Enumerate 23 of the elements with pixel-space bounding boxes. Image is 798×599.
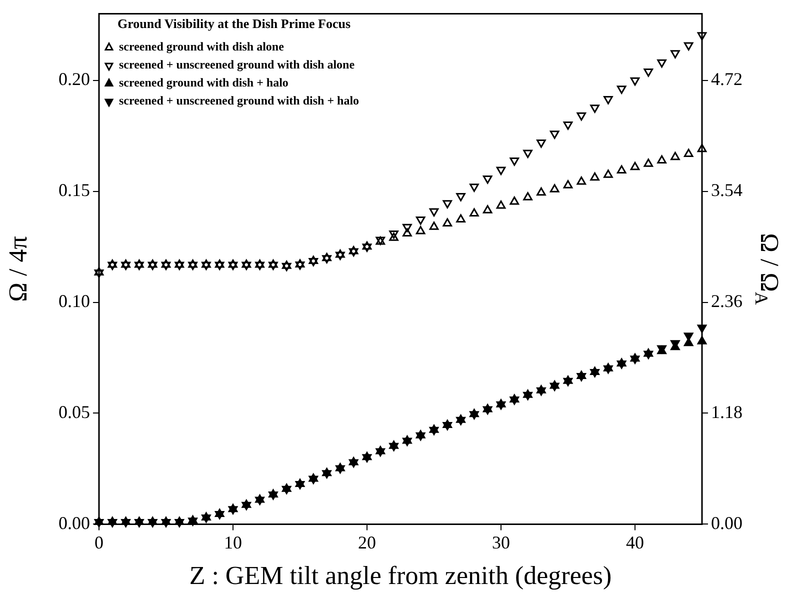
y2-tick-label: 3.54	[711, 180, 742, 200]
y2-tick-label: 0.00	[711, 512, 742, 533]
y2-axis-title: Ω / ΩA	[751, 233, 784, 305]
y2-tick-label: 2.36	[711, 291, 742, 312]
x-tick-label: 20	[358, 532, 376, 553]
legend-label: screened ground with dish + halo	[119, 76, 288, 90]
y-tick-label: 0.20	[58, 69, 90, 90]
y-tick-label: 0.10	[58, 291, 90, 312]
y-axis-title: Ω / 4π	[3, 236, 32, 302]
legend-title: Ground Visibility at the Dish Prime Focus	[117, 16, 351, 31]
x-tick-label: 10	[224, 532, 242, 553]
legend-label: screened + unscreened ground with dish alone	[119, 58, 356, 72]
legend-label: screened + unscreened ground with dish + halo	[119, 94, 360, 108]
y-tick-label: 0.00	[58, 512, 90, 533]
x-tick-label: 30	[492, 532, 510, 553]
y2-tick-label: 1.18	[711, 402, 742, 422]
x-axis-title: Z : GEM tilt angle from zenith (degrees)	[189, 561, 612, 590]
legend-label: screened ground with dish alone	[119, 40, 285, 54]
x-tick-label: 40	[626, 532, 644, 553]
x-tick-label: 0	[94, 532, 104, 553]
y-tick-label: 0.15	[58, 180, 90, 200]
y2-tick-label: 4.72	[711, 69, 742, 90]
y-tick-label: 0.05	[58, 402, 90, 422]
